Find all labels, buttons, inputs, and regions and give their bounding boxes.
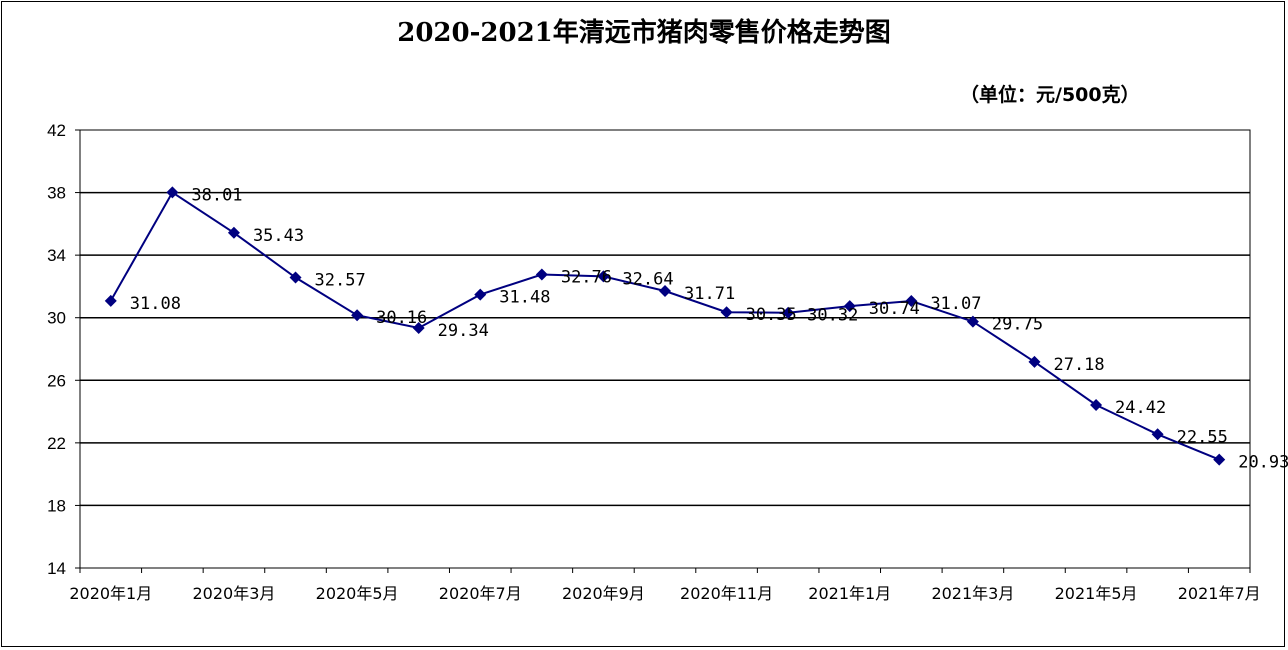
price-series	[104, 186, 1226, 466]
data-point	[1028, 355, 1041, 368]
x-tick-label: 2020年3月	[192, 584, 275, 603]
data-label: 30.74	[869, 299, 920, 319]
x-axis: 2020年1月 2020年3月 2020年5月 2020年7月 2020年9月 2020年…	[69, 568, 1261, 603]
data-label: 31.71	[684, 284, 735, 304]
data-point	[289, 271, 302, 284]
data-point	[659, 284, 671, 297]
data-label: 24.42	[1115, 398, 1166, 418]
data-point	[966, 315, 979, 328]
data-point	[905, 294, 918, 307]
data-label: 20.93	[1238, 453, 1288, 473]
data-label: 29.34	[438, 321, 489, 341]
chart-title: 2020-2021年清远市猪肉零售价格走势图	[397, 18, 891, 48]
grid-layer	[80, 191, 1250, 507]
data-point	[597, 270, 610, 283]
x-tick-label: 2020年7月	[439, 584, 522, 603]
data-label: 27.18	[1053, 355, 1104, 375]
data-label: 31.48	[499, 288, 550, 308]
data-point	[782, 306, 795, 319]
data-label: 31.08	[130, 294, 181, 314]
data-labels: 31.08 38.01 35.43 32.57 30.16 29.34 31.48 32.76…	[130, 185, 1288, 472]
data-label: 32.64	[622, 269, 673, 289]
y-tick-label: 30	[47, 309, 66, 328]
x-tick-label: 2021年7月	[1178, 584, 1261, 603]
data-label: 30.35	[746, 305, 797, 325]
data-point	[351, 309, 364, 322]
y-tick-label: 18	[47, 496, 66, 515]
data-point	[1213, 453, 1226, 466]
data-point	[535, 268, 548, 281]
unit-label: （单位：元/500克）	[960, 84, 1140, 106]
data-label: 38.01	[191, 185, 242, 205]
data-point	[104, 294, 117, 307]
data-point	[1151, 428, 1164, 441]
data-point	[227, 226, 240, 239]
x-tick-label: 2021年1月	[808, 584, 891, 603]
data-point	[474, 288, 487, 301]
data-point	[1090, 399, 1103, 412]
data-label: 29.75	[992, 315, 1043, 335]
data-label: 31.07	[930, 294, 981, 314]
y-axis: 14 18 22 26 30 34 38 42	[47, 121, 80, 578]
x-tick-label: 2020年5月	[316, 584, 399, 603]
data-point	[166, 186, 179, 199]
y-tick-label: 22	[47, 434, 66, 453]
x-tick-label: 2021年5月	[1055, 584, 1138, 603]
y-tick-label: 26	[47, 371, 66, 390]
y-tick-label: 42	[47, 121, 66, 140]
data-label: 32.76	[561, 268, 612, 288]
data-point	[843, 300, 856, 313]
data-point	[720, 306, 733, 319]
data-point	[412, 322, 425, 335]
data-label: 32.57	[315, 271, 366, 291]
x-tick-label: 2020年1月	[69, 584, 152, 603]
data-label: 35.43	[253, 226, 304, 246]
data-label: 30.16	[376, 308, 427, 328]
data-label: 30.32	[807, 306, 858, 326]
y-tick-label: 34	[47, 246, 66, 265]
x-tick-label: 2020年9月	[562, 584, 645, 603]
y-tick-label: 38	[47, 184, 66, 203]
plot-area	[79, 129, 1251, 569]
y-tick-label: 14	[47, 559, 66, 578]
x-tick-label: 2021年3月	[931, 584, 1014, 603]
data-label: 22.55	[1177, 427, 1228, 447]
x-tick-label: 2020年11月	[680, 584, 773, 603]
